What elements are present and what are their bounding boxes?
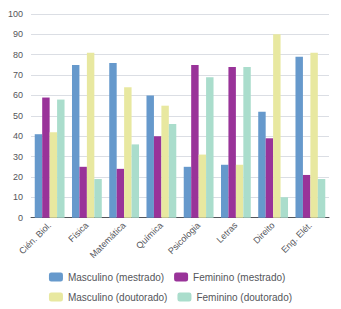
svg-text:20: 20: [13, 172, 23, 182]
svg-text:Masculino (doutorado): Masculino (doutorado): [68, 292, 168, 303]
svg-text:Feminino (mestrado): Feminino (mestrado): [193, 272, 285, 283]
svg-text:30: 30: [13, 152, 23, 162]
svg-text:50: 50: [13, 111, 23, 121]
svg-text:Matemática: Matemática: [88, 220, 128, 260]
svg-text:Física: Física: [66, 220, 90, 244]
svg-text:Masculino (mestrado): Masculino (mestrado): [68, 272, 164, 283]
svg-text:40: 40: [13, 131, 23, 141]
svg-text:Letras: Letras: [215, 220, 240, 245]
svg-text:Química: Química: [134, 220, 165, 251]
svg-text:0: 0: [18, 213, 23, 223]
svg-text:Feminino (doutorado): Feminino (doutorado): [196, 292, 292, 303]
svg-text:80: 80: [13, 50, 23, 60]
svg-text:60: 60: [13, 90, 23, 100]
svg-text:Psicologia: Psicologia: [166, 220, 202, 256]
svg-text:70: 70: [13, 70, 23, 80]
svg-text:Cién. Biol.: Cién. Biol.: [17, 220, 53, 256]
svg-text:90: 90: [13, 29, 23, 39]
svg-text:Eng. Elét.: Eng. Elét.: [279, 220, 314, 255]
svg-text:100: 100: [8, 9, 23, 19]
svg-text:Direito: Direito: [251, 220, 276, 245]
svg-text:10: 10: [13, 192, 23, 202]
